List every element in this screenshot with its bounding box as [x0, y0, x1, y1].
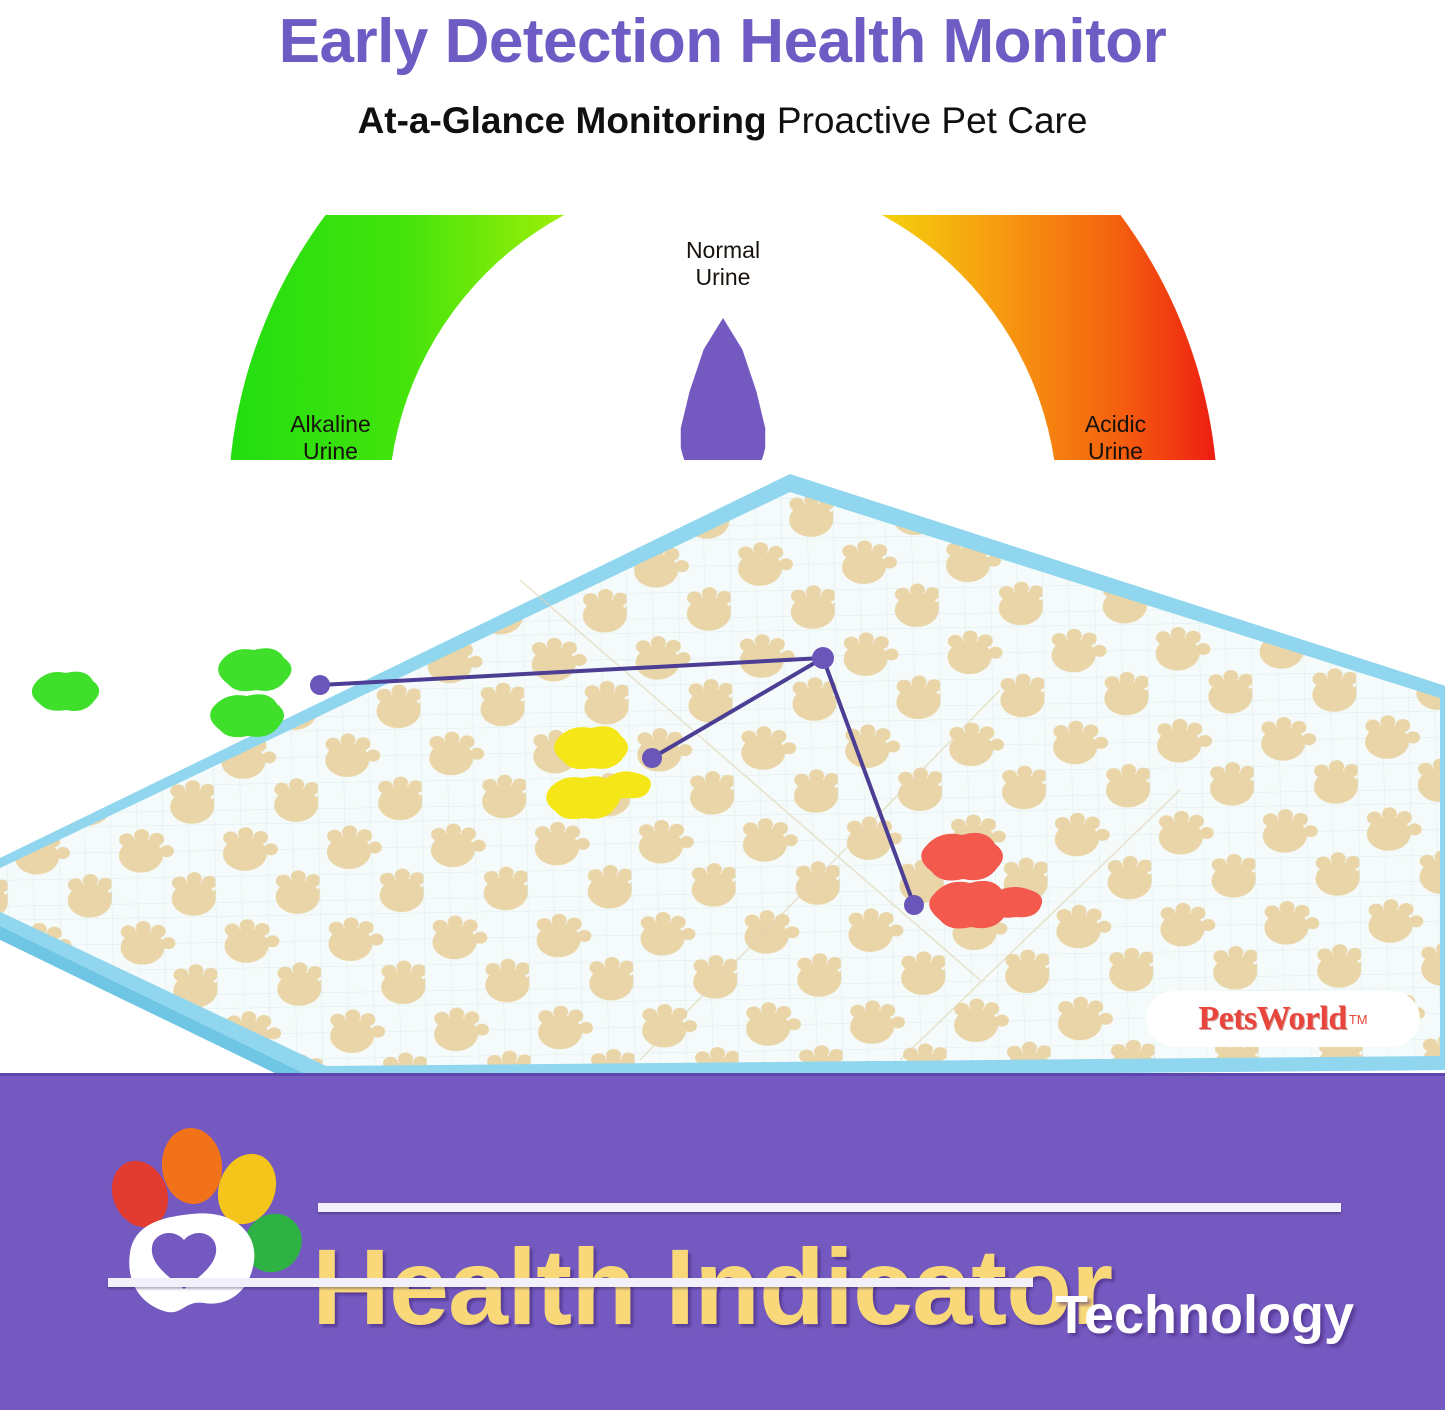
banner-subhead: Technology: [1055, 1285, 1355, 1345]
paw-heart-icon: [151, 1232, 217, 1289]
normal-label-line2: Urine: [695, 264, 751, 291]
training-pad: [0, 460, 1445, 1073]
petsworld-brand-badge: PetsWorld TM: [1146, 991, 1420, 1047]
pad-seams: [519, 579, 1181, 1061]
paw-toe-red: [111, 1160, 169, 1228]
trademark-icon: TM: [1348, 1011, 1368, 1027]
acidic-label-line1: Acidic: [1084, 411, 1147, 437]
paw-toe-green: [244, 1213, 302, 1273]
banner-rule-top: [318, 1203, 1341, 1212]
banner-rule-bottom: [108, 1278, 1033, 1287]
pad-svg: [0, 474, 1445, 1073]
normal-label-line1: Normal: [685, 237, 761, 263]
petsworld-wordmark: PetsWorld: [1198, 1000, 1347, 1037]
page-title: Early Detection Health Monitor: [278, 7, 1167, 76]
page-subtitle: At-a-Glance Monitoring Proactive Pet Car…: [0, 100, 1445, 142]
acidic-red-stain: [921, 832, 1043, 929]
pad-edge-shadow: [0, 925, 304, 1073]
pad-surface: [0, 492, 1440, 1066]
alkaline-label-line1: Alkaline: [290, 411, 371, 437]
paw-heart-logo: [111, 1128, 302, 1313]
paw-toe-yellow: [217, 1153, 277, 1225]
gauge-label-normal: Normal Urine: [628, 237, 818, 291]
gauge-label-acidic: Acidic Urine: [1023, 411, 1208, 465]
normal-yellow-stain: [546, 726, 651, 820]
product-photo: [0, 460, 1445, 1073]
gauge-label-alkaline: Alkaline Urine: [238, 411, 423, 465]
acidic-label-line2: Urine: [1088, 438, 1143, 465]
health-indicator-banner: Health Indicator Technology: [0, 1073, 1445, 1410]
alkaline-green-stain: [31, 648, 292, 738]
alkaline-label-line2: Urine: [303, 438, 358, 465]
subtitle-bold-part: At-a-Glance Monitoring: [357, 100, 767, 141]
subtitle-regular-part: Proactive Pet Care: [766, 100, 1088, 141]
paw-toe-orange: [161, 1128, 223, 1204]
header: Early Detection Health Monitor At-a-Glan…: [0, 0, 1445, 175]
